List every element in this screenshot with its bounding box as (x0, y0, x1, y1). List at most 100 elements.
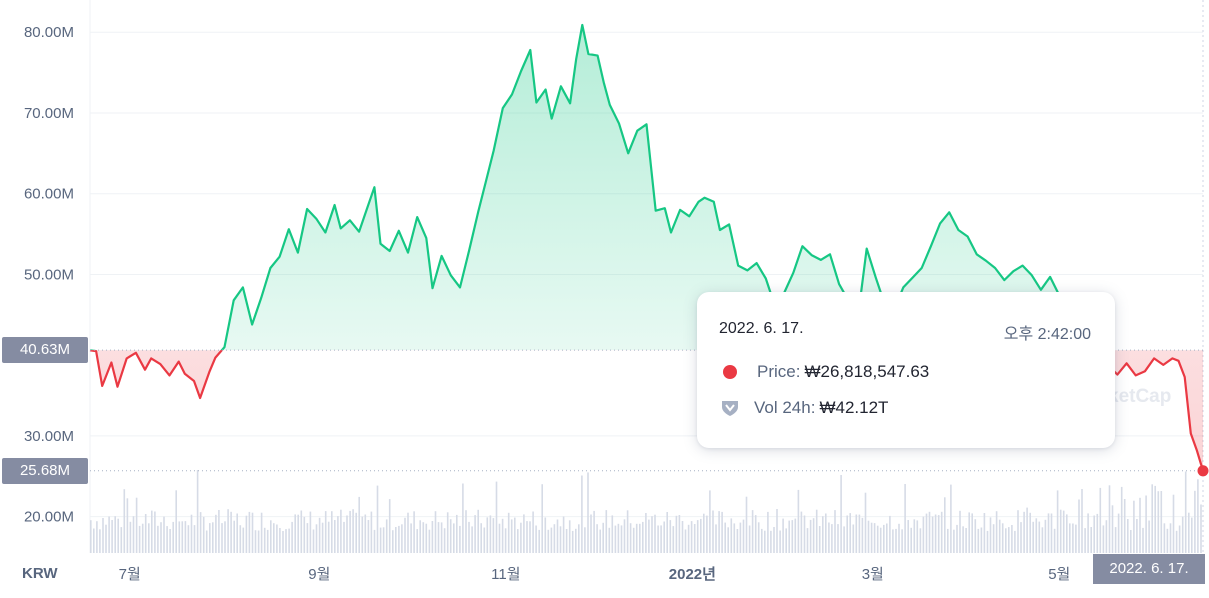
volume-bar (1050, 513, 1053, 553)
volume-bar (559, 526, 562, 553)
volume-bar (459, 525, 461, 553)
volume-bar (526, 521, 528, 553)
volume-bar (1130, 530, 1132, 553)
volume-bar (154, 511, 156, 553)
last-price-marker (1197, 465, 1209, 477)
volume-bar (1184, 471, 1187, 553)
volume-bar (233, 520, 235, 553)
volume-bar (212, 522, 214, 553)
volume-bar (385, 519, 388, 553)
volume-bar (398, 525, 400, 553)
volume-bar (684, 529, 687, 553)
volume-bar (437, 522, 440, 553)
volume-bar (639, 523, 641, 553)
y-tick-label: 50.00M (24, 266, 74, 283)
volume-bar (581, 475, 583, 553)
y-tick-label: 60.00M (24, 186, 74, 203)
volume-bar (465, 510, 467, 553)
volume-bar (388, 499, 391, 553)
volume-bar (1133, 500, 1135, 553)
volume-bar (266, 529, 269, 553)
x-tick-label: 7월 (119, 566, 141, 583)
volume-bar (1053, 528, 1056, 553)
volume-bar (1084, 528, 1086, 553)
volume-bar (93, 528, 95, 553)
volume-bar (980, 527, 983, 553)
volume-bar (99, 529, 101, 553)
volume-bar (666, 512, 668, 553)
volume-bar (1005, 528, 1007, 553)
volume-bar (828, 522, 830, 553)
volume-bar (843, 526, 845, 553)
volume-bar (315, 524, 318, 553)
volume-bar (773, 527, 775, 553)
volume-bar (812, 518, 815, 553)
volume-bar (434, 511, 437, 553)
volume-bar (288, 528, 290, 553)
volume-bar (562, 516, 565, 553)
volume-bar (199, 512, 202, 553)
volume-bar (355, 512, 357, 553)
volume-bar (1044, 519, 1047, 553)
volume-bar (608, 527, 611, 553)
volume-bar (379, 527, 382, 553)
volume-bar (1136, 519, 1138, 553)
volume-bar (1047, 513, 1050, 553)
y-tick-label: 20.00M (24, 509, 74, 526)
volume-bar (340, 509, 342, 553)
volume-bar (739, 522, 742, 553)
volume-bar (404, 517, 406, 553)
volume-bar (620, 525, 623, 553)
volume-bar (498, 523, 501, 553)
volume-bar (349, 510, 351, 553)
volume-bar (889, 515, 891, 553)
volume-bar (977, 528, 980, 553)
volume-bar (742, 519, 745, 553)
volume-bar (144, 514, 147, 553)
volume-bar (102, 518, 104, 553)
volume-bar (825, 513, 827, 553)
volume-bar (327, 521, 330, 553)
volume-bar (928, 511, 931, 553)
volume-bar (806, 528, 809, 553)
volume-bar (895, 528, 897, 553)
volume-bar (346, 515, 348, 553)
volume-bar (959, 510, 961, 553)
volume-bar (883, 524, 885, 553)
volume-bar (663, 521, 665, 553)
axis-labels: 80.00M 70.00M 60.00M 50.00M 30.00M 20.00M 7월 9월… (24, 24, 1070, 583)
volume-bar (1127, 519, 1129, 553)
volume-bar (184, 521, 187, 553)
volume-bar (407, 512, 409, 553)
volume-bar (1169, 523, 1172, 553)
volume-bar (260, 512, 263, 553)
volume-bar (547, 529, 550, 553)
volume-bar (992, 524, 995, 553)
tooltip-volume-row: Vol 24h: ₩42.12T (722, 398, 888, 418)
volume-bar (376, 485, 379, 553)
volume-bar (187, 525, 190, 553)
volume-bar (321, 522, 324, 553)
volume-bar (605, 510, 608, 553)
volume-bar (635, 523, 638, 553)
volume-bar (157, 525, 159, 553)
volume-bar (1081, 489, 1083, 553)
volume-bar (1163, 523, 1166, 553)
volume-bar (779, 530, 781, 553)
volume-bar (904, 484, 906, 553)
volume-bar (1123, 499, 1126, 553)
price-line-up (90, 23, 1084, 351)
volume-bar (876, 525, 879, 553)
volume-bar (983, 513, 986, 553)
volume-bar (117, 518, 119, 553)
volume-bar (425, 523, 428, 553)
volume-bar (178, 521, 181, 553)
volume-bar (669, 520, 672, 553)
volume-bar (364, 514, 367, 553)
volume-bar (370, 511, 373, 553)
volume-bar (648, 519, 650, 553)
volume-bar (535, 525, 537, 553)
volume-bar (352, 509, 354, 553)
